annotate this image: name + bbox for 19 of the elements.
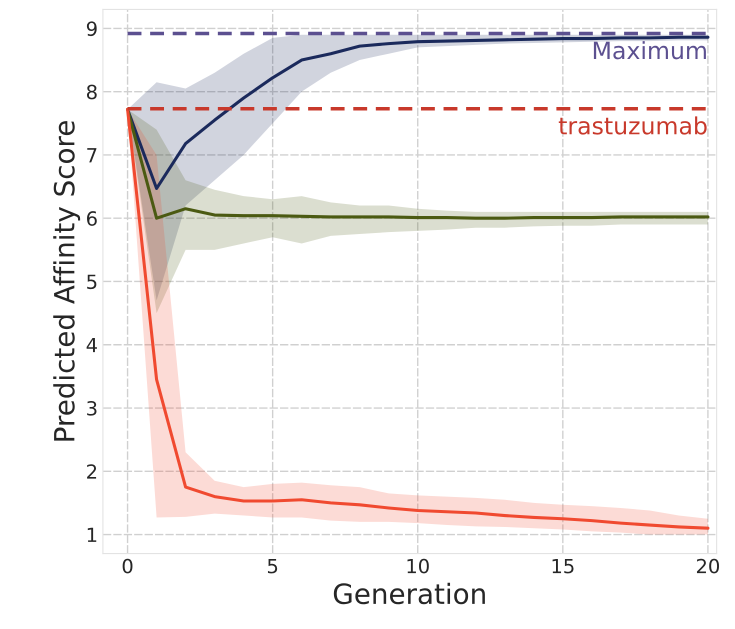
x-axis-title: Generation xyxy=(334,582,485,604)
y-tick-label: 8 xyxy=(86,84,97,100)
x-tick-label: 10 xyxy=(408,558,429,574)
x-tick-label: 5 xyxy=(268,558,278,574)
x-tick-label: 0 xyxy=(122,558,132,574)
x-tick-label: 15 xyxy=(552,558,574,574)
y-tick-label: 9 xyxy=(86,21,97,36)
y-tick-label: 5 xyxy=(87,274,96,290)
y-tick-label: 1 xyxy=(88,528,96,542)
y-tick-label: 2 xyxy=(87,464,96,479)
ref-line-label: Maximum xyxy=(594,41,706,60)
y-axis-title: Predicted Affinity Score xyxy=(53,121,80,441)
ref-line-label: trastuzumab xyxy=(558,116,707,135)
y-tick-label: 4 xyxy=(86,338,97,352)
y-tick-label: 7 xyxy=(87,148,96,162)
y-tick-label: 6 xyxy=(87,211,97,226)
y-tick-label: 3 xyxy=(87,400,96,416)
line-series xyxy=(126,108,710,220)
x-tick-label: 20 xyxy=(696,558,719,574)
